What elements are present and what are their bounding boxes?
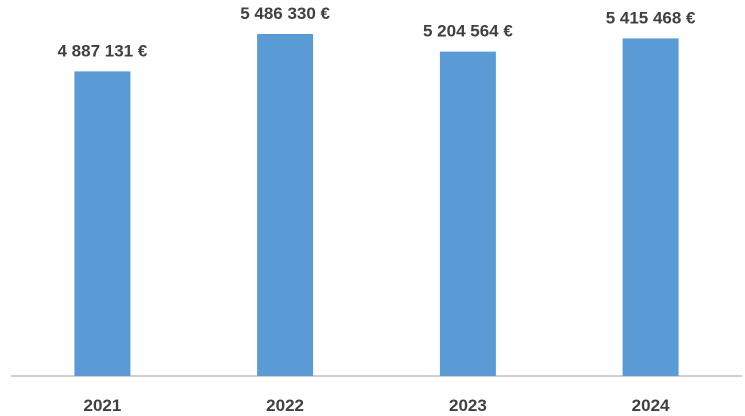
x-tick-label-2022: 2022 xyxy=(266,396,304,415)
x-tick-label-2021: 2021 xyxy=(83,396,121,415)
bar-2022 xyxy=(257,34,314,376)
bar-2024 xyxy=(622,38,679,377)
data-label-2024: 5 415 468 € xyxy=(606,8,696,27)
data-labels-group: 4 887 131 € 5 486 330 € 5 204 564 € 5 415 4… xyxy=(57,4,696,60)
x-tick-label-2024: 2024 xyxy=(632,396,670,415)
x-tick-label-2023: 2023 xyxy=(449,396,487,415)
x-tick-labels-group: 2021 2022 2023 2024 xyxy=(83,396,670,415)
bar-2021 xyxy=(74,71,131,377)
data-label-2021: 4 887 131 € xyxy=(57,41,147,60)
data-label-2023: 5 204 564 € xyxy=(423,22,513,41)
bar-2023 xyxy=(439,51,496,376)
bars-group xyxy=(74,34,679,377)
data-label-2022: 5 486 330 € xyxy=(240,4,330,23)
